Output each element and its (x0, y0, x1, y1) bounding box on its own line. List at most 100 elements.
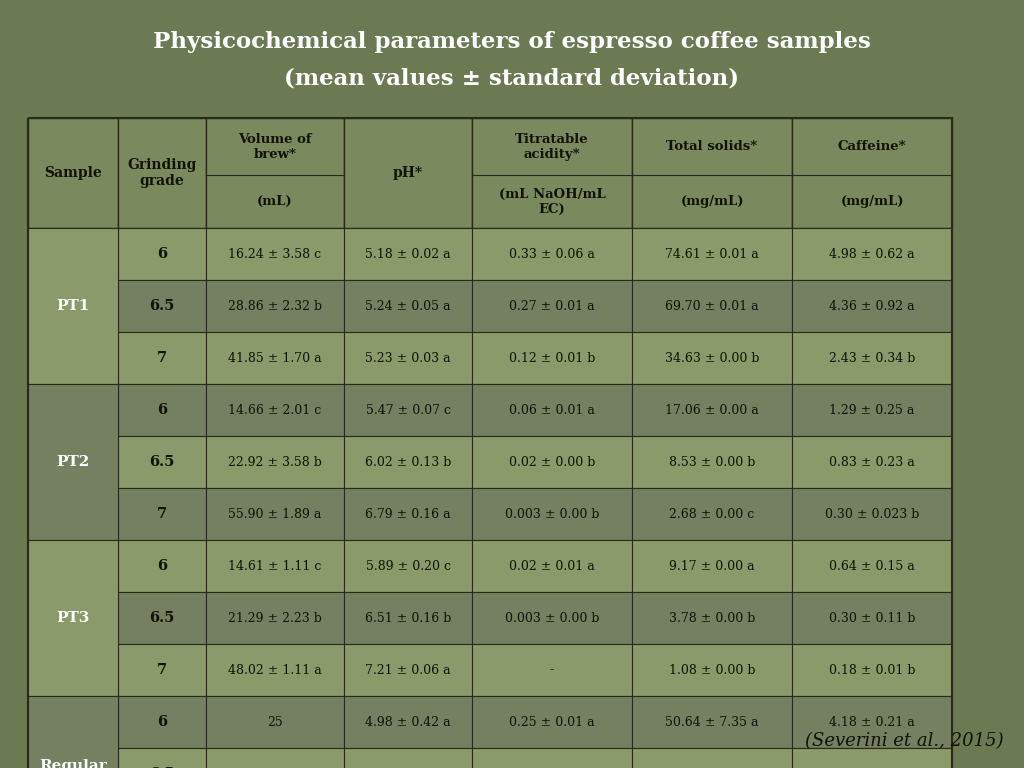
Bar (792, 696, 952, 748)
Text: 1.29 ± 0.25 a: 1.29 ± 0.25 a (829, 403, 914, 416)
Bar (206, 118, 344, 228)
Bar (28, 332, 118, 384)
Bar (344, 118, 472, 228)
Bar (118, 748, 206, 768)
Bar (118, 644, 206, 696)
Bar (28, 228, 118, 280)
Bar (118, 540, 206, 592)
Text: 14.66 ± 2.01 c: 14.66 ± 2.01 c (228, 403, 322, 416)
Text: pH*: pH* (393, 166, 423, 180)
Text: Titratable
acidity*: Titratable acidity* (515, 133, 589, 161)
Text: 9.17 ± 0.00 a: 9.17 ± 0.00 a (670, 560, 755, 572)
Bar (206, 280, 344, 332)
Bar (28, 592, 118, 644)
Text: 34.63 ± 0.00 b: 34.63 ± 0.00 b (665, 352, 759, 365)
Bar (632, 332, 792, 384)
Bar (472, 540, 632, 592)
Text: (mean values ± standard deviation): (mean values ± standard deviation) (285, 67, 739, 89)
Bar (792, 488, 952, 540)
Bar (472, 488, 632, 540)
Text: 0.003 ± 0.00 b: 0.003 ± 0.00 b (505, 611, 599, 624)
Bar (792, 592, 952, 644)
Bar (28, 696, 118, 748)
Text: 0.64 ± 0.15 a: 0.64 ± 0.15 a (829, 560, 914, 572)
Bar (792, 332, 952, 384)
Text: 7.21 ± 0.06 a: 7.21 ± 0.06 a (366, 664, 451, 677)
Text: (mL): (mL) (257, 195, 293, 208)
Text: -: - (550, 664, 554, 677)
Bar (344, 384, 472, 436)
Text: 4.36 ± 0.92 a: 4.36 ± 0.92 a (829, 300, 914, 313)
Text: 55.90 ± 1.89 a: 55.90 ± 1.89 a (228, 508, 322, 521)
Text: 25: 25 (267, 716, 283, 729)
Bar (792, 228, 952, 280)
Text: 5.23 ± 0.03 a: 5.23 ± 0.03 a (366, 352, 451, 365)
Bar (344, 228, 472, 280)
Bar (28, 644, 118, 696)
Bar (28, 540, 118, 592)
Text: 22.92 ± 3.58 b: 22.92 ± 3.58 b (228, 455, 322, 468)
Text: 74.61 ± 0.01 a: 74.61 ± 0.01 a (666, 247, 759, 260)
Text: 8.53 ± 0.00 b: 8.53 ± 0.00 b (669, 455, 755, 468)
Text: Caffeine*: Caffeine* (838, 140, 906, 153)
Text: 21.29 ± 2.23 b: 21.29 ± 2.23 b (228, 611, 322, 624)
Bar (28, 488, 118, 540)
Bar (792, 280, 952, 332)
Text: 6.5: 6.5 (150, 455, 175, 469)
Text: 4.98 ± 0.42 a: 4.98 ± 0.42 a (366, 716, 451, 729)
Bar (472, 332, 632, 384)
Bar (344, 332, 472, 384)
Text: (mg/mL): (mg/mL) (680, 195, 743, 208)
Text: Regular
coffee: Regular coffee (39, 759, 106, 768)
Text: 17.06 ± 0.00 a: 17.06 ± 0.00 a (666, 403, 759, 416)
Text: 69.70 ± 0.01 a: 69.70 ± 0.01 a (666, 300, 759, 313)
Text: 6.79 ± 0.16 a: 6.79 ± 0.16 a (366, 508, 451, 521)
Text: 6: 6 (157, 403, 167, 417)
Bar (344, 696, 472, 748)
Bar (344, 488, 472, 540)
Bar (206, 384, 344, 436)
Bar (28, 696, 118, 768)
Bar (206, 228, 344, 280)
Text: PT1: PT1 (56, 299, 90, 313)
Bar (632, 748, 792, 768)
Bar (206, 592, 344, 644)
Text: 2.43 ± 0.34 b: 2.43 ± 0.34 b (828, 352, 915, 365)
Text: 0.30 ± 0.023 b: 0.30 ± 0.023 b (824, 508, 920, 521)
Bar (28, 540, 118, 696)
Text: 0.25 ± 0.01 a: 0.25 ± 0.01 a (509, 716, 595, 729)
Bar (632, 436, 792, 488)
Bar (472, 436, 632, 488)
Text: 0.33 ± 0.06 a: 0.33 ± 0.06 a (509, 247, 595, 260)
Bar (206, 644, 344, 696)
Text: 6.5: 6.5 (150, 767, 175, 768)
Bar (792, 644, 952, 696)
Text: 6.5: 6.5 (150, 299, 175, 313)
Text: 48.02 ± 1.11 a: 48.02 ± 1.11 a (228, 664, 322, 677)
Text: 14.61 ± 1.11 c: 14.61 ± 1.11 c (228, 560, 322, 572)
Bar (632, 384, 792, 436)
Text: (Severini et al., 2015): (Severini et al., 2015) (805, 732, 1004, 750)
Bar (472, 384, 632, 436)
Text: 5.89 ± 0.20 c: 5.89 ± 0.20 c (366, 560, 451, 572)
Text: 6.02 ± 0.13 b: 6.02 ± 0.13 b (365, 455, 452, 468)
Text: 50.64 ± 7.35 a: 50.64 ± 7.35 a (666, 716, 759, 729)
Bar (472, 644, 632, 696)
Bar (118, 118, 206, 228)
Bar (206, 696, 344, 748)
Bar (28, 118, 118, 228)
Bar (472, 748, 632, 768)
Bar (28, 280, 118, 332)
Bar (344, 644, 472, 696)
Text: Volume of
brew*: Volume of brew* (239, 133, 311, 161)
Bar (472, 280, 632, 332)
Bar (118, 332, 206, 384)
Bar (472, 118, 632, 228)
Text: Grinding
grade: Grinding grade (127, 158, 197, 188)
Text: 28.86 ± 2.32 b: 28.86 ± 2.32 b (228, 300, 323, 313)
Text: 7: 7 (157, 507, 167, 521)
Bar (632, 644, 792, 696)
Bar (472, 696, 632, 748)
Bar (344, 592, 472, 644)
Bar (118, 384, 206, 436)
